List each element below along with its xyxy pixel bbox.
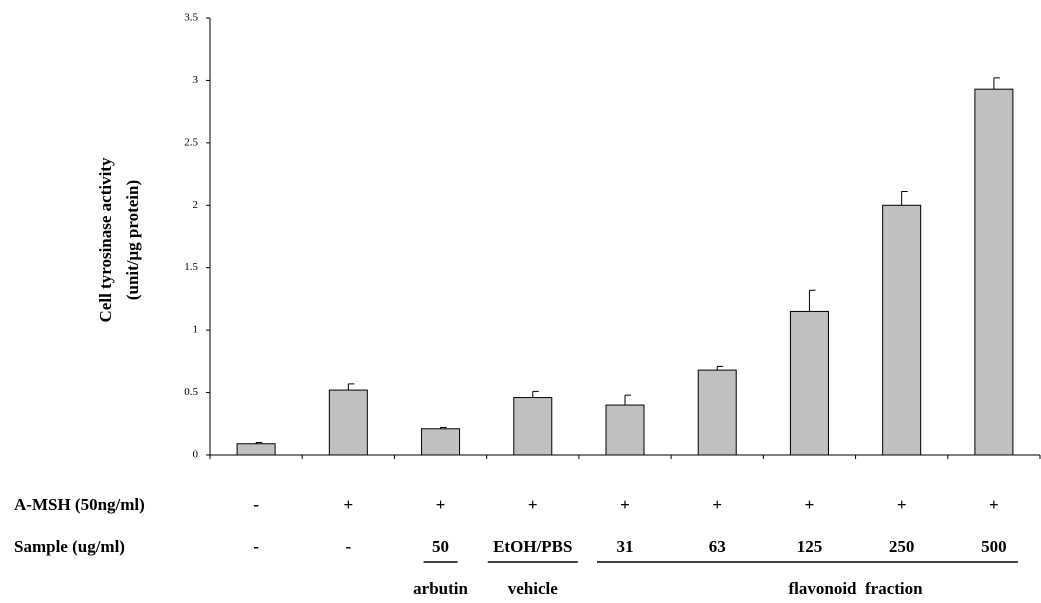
error-bar (808, 289, 816, 312)
row-value: 125 (797, 537, 823, 556)
bar (882, 204, 922, 456)
y-tick-label: 1 (193, 324, 199, 336)
row-value: 500 (981, 537, 1007, 556)
row-value: 63 (709, 537, 726, 556)
row-label: Sample (ug/ml) (14, 537, 125, 556)
group-label: vehicle (508, 579, 558, 598)
row-value: - (345, 537, 351, 556)
row-value: 50 (432, 537, 449, 556)
y-tick-label: 3.5 (184, 12, 198, 24)
error-bar (993, 77, 1000, 90)
row-value: + (805, 495, 815, 514)
row-value: + (436, 495, 446, 514)
y-label-group: Cell tyrosinase activity (unit/μg protei… (96, 157, 142, 322)
row-value: + (528, 495, 538, 514)
group-label: arbutin (413, 579, 468, 598)
y-tick-label: 0 (193, 449, 199, 461)
y-tick-label: 1.5 (184, 261, 198, 273)
error-bar (255, 442, 263, 444)
bar (513, 397, 553, 456)
bar (974, 88, 1014, 456)
error-bar (624, 394, 631, 406)
row-value: + (989, 495, 999, 514)
error-bar (716, 365, 724, 371)
bar (328, 389, 368, 456)
y-label: Cell tyrosinase activity (96, 157, 115, 322)
row-value: 31 (617, 537, 634, 556)
row-label: A-MSH (50ng/ml) (14, 495, 145, 514)
group-label: flavonoid fraction (789, 579, 924, 598)
bar (421, 428, 461, 456)
row-value: 250 (889, 537, 915, 556)
error-bar (901, 191, 908, 206)
row-value: + (897, 495, 907, 514)
y-tick-label: 2.5 (184, 136, 198, 148)
y-tick-label: 0.5 (184, 386, 198, 398)
bar (236, 443, 276, 456)
y-label: (unit/μg protein) (123, 180, 142, 300)
error-bar (532, 390, 539, 398)
row-value: + (620, 495, 630, 514)
row-value: + (712, 495, 722, 514)
bar (605, 404, 645, 456)
error-bar (440, 427, 447, 429)
y-tick-label: 3 (193, 74, 199, 86)
y-tick-label: 2 (193, 199, 199, 211)
row-value: - (253, 495, 259, 514)
row-value: - (253, 537, 259, 556)
row-value: + (343, 495, 353, 514)
bar (697, 369, 737, 456)
error-bar (347, 383, 355, 391)
bar (789, 310, 829, 456)
row-value: EtOH/PBS (493, 537, 572, 556)
